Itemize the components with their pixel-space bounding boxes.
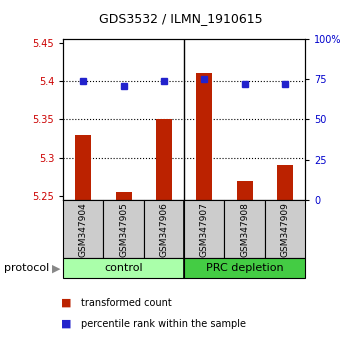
Text: PRC depletion: PRC depletion (206, 263, 283, 273)
Text: percentile rank within the sample: percentile rank within the sample (81, 319, 246, 329)
Text: GSM347908: GSM347908 (240, 202, 249, 257)
Bar (196, 73, 212, 200)
Bar (63, 258, 184, 278)
Bar (225, 200, 265, 258)
Text: ▶: ▶ (52, 263, 60, 273)
Bar (277, 165, 293, 200)
Text: protocol: protocol (4, 263, 49, 273)
Bar (144, 200, 184, 258)
Bar (156, 120, 172, 200)
Text: GSM347907: GSM347907 (200, 202, 209, 257)
Text: GDS3532 / ILMN_1910615: GDS3532 / ILMN_1910615 (99, 12, 262, 25)
Text: ■: ■ (61, 298, 72, 308)
Bar (116, 192, 132, 200)
Text: control: control (104, 263, 143, 273)
Bar (75, 135, 91, 200)
Text: GSM347904: GSM347904 (79, 202, 88, 257)
Bar (265, 200, 305, 258)
Text: GSM347905: GSM347905 (119, 202, 128, 257)
Bar (63, 200, 104, 258)
Bar (236, 181, 253, 200)
Text: ■: ■ (61, 319, 72, 329)
Bar (184, 200, 225, 258)
Text: GSM347909: GSM347909 (280, 202, 290, 257)
Text: GSM347906: GSM347906 (160, 202, 169, 257)
Bar (104, 200, 144, 258)
Text: transformed count: transformed count (81, 298, 172, 308)
Bar (184, 258, 305, 278)
